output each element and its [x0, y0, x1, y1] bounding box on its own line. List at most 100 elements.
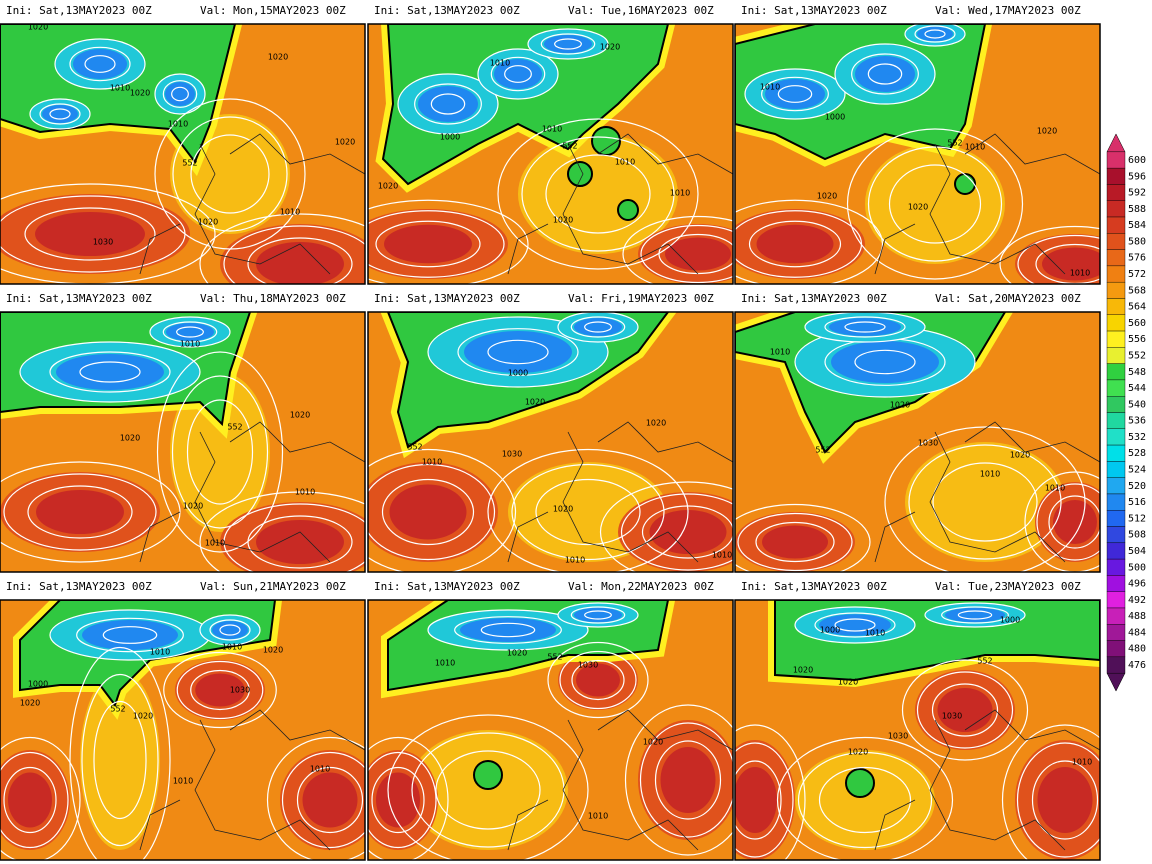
contour-label: 1010: [173, 777, 193, 786]
colorbar-label: 572: [1128, 269, 1146, 280]
contour-label: 1010: [205, 539, 225, 548]
contour-label: 552: [182, 159, 197, 168]
isobar: [640, 224, 733, 284]
contour-label: 1010: [542, 125, 562, 134]
isobar: [3, 766, 57, 834]
panel-frame: [0, 23, 366, 285]
contour-label: 1010: [310, 765, 330, 774]
low-core: [544, 35, 592, 53]
panel-frame: [0, 599, 366, 861]
isobar: [1016, 742, 1100, 858]
isobar: [296, 766, 364, 834]
isobar: [744, 68, 846, 120]
isobar: [735, 742, 794, 858]
contour-label: 1010: [168, 120, 188, 129]
valid-time: Val: Sun,21MAY2023 00Z: [200, 580, 346, 593]
coastline: [139, 709, 365, 851]
isobar: [411, 732, 565, 848]
coastline: [874, 709, 1100, 851]
isobar: [639, 722, 733, 838]
init-time: Ini: Sat,13MAY2023 00Z: [6, 580, 152, 593]
low-core: [855, 56, 915, 92]
low-core: [418, 86, 478, 122]
isobar: [219, 624, 241, 636]
cut-off-low: [617, 199, 639, 221]
high-core: [1037, 767, 1093, 833]
contour-label: 1020: [793, 666, 813, 675]
isobar: [368, 751, 437, 849]
isobar: [27, 485, 133, 539]
isobar: [397, 73, 499, 135]
isobar: [3, 473, 157, 551]
low-core: [73, 49, 127, 79]
cut-off-low: [567, 161, 593, 187]
contour-label: 1010: [150, 648, 170, 657]
contour-label: 1010: [490, 59, 510, 68]
isobar: [387, 714, 589, 860]
coastline: [874, 133, 1100, 275]
isobar: [1024, 471, 1100, 572]
isobar: [867, 63, 903, 85]
colorbar-box: [1106, 330, 1126, 348]
low-core: [165, 82, 195, 106]
isobar: [199, 614, 261, 646]
colorbar-label: 552: [1128, 350, 1146, 361]
contour-label: 1030: [578, 661, 598, 670]
isobar: [427, 609, 589, 651]
isobar: [24, 207, 156, 261]
low-core: [765, 79, 825, 109]
contour-label: 1030: [502, 450, 522, 459]
contour-label: 1010: [295, 488, 315, 497]
colorbar-box: [1106, 412, 1126, 429]
high-core: [389, 484, 467, 540]
isobar: [748, 220, 842, 268]
isobar: [266, 736, 365, 860]
colorbar-box: [1106, 298, 1126, 315]
contour-label: 1020: [890, 401, 910, 410]
isobar: [1048, 495, 1100, 549]
colorbar-label: 560: [1128, 318, 1146, 329]
colorbar-label: 596: [1128, 171, 1146, 182]
contour-label: 1000: [440, 133, 460, 142]
contour-label: 1010: [670, 189, 690, 198]
isobar: [867, 146, 1003, 262]
high-core: [256, 242, 344, 284]
contour-label: 1020: [263, 646, 283, 655]
colorbar-box: [1106, 591, 1126, 609]
colorbar-label: 548: [1128, 367, 1146, 378]
cut-off-low: [954, 173, 976, 195]
isobar: [81, 673, 159, 847]
coastline: [507, 421, 733, 563]
contour-label: 1000: [508, 369, 528, 378]
isobar: [414, 83, 482, 125]
isobar: [199, 213, 365, 284]
isobar: [624, 704, 733, 856]
valid-time: Val: Sat,20MAY2023 00Z: [935, 292, 1081, 305]
contour-label: 552: [547, 653, 562, 662]
isobar: [54, 38, 146, 90]
contour-label: 1010: [980, 470, 1000, 479]
contour-label: 1010: [110, 84, 130, 93]
high-core: [8, 772, 52, 828]
coastline: [139, 421, 365, 563]
ridge-area: [518, 134, 678, 254]
colorbar-box: [1106, 151, 1126, 169]
colorbar-label: 508: [1128, 530, 1146, 541]
contour-label: 1020: [507, 649, 527, 658]
contour-label: 1020: [378, 182, 398, 191]
colorbar-label: 496: [1128, 579, 1146, 590]
contour-label: 1020: [133, 712, 153, 721]
isobar: [172, 116, 288, 232]
ridge-area: [80, 670, 160, 850]
isobar: [818, 766, 912, 834]
isobar: [186, 399, 254, 505]
contour-label: 552: [407, 443, 422, 452]
valid-time: Val: Wed,17MAY2023 00Z: [935, 4, 1081, 17]
coastline: [507, 133, 733, 275]
contour-label: 1020: [183, 502, 203, 511]
isobar: [162, 80, 198, 108]
init-time: Ini: Sat,13MAY2023 00Z: [741, 292, 887, 305]
colorbar-arrow-bottom: [1106, 672, 1126, 692]
contour-label: 1020: [268, 53, 288, 62]
